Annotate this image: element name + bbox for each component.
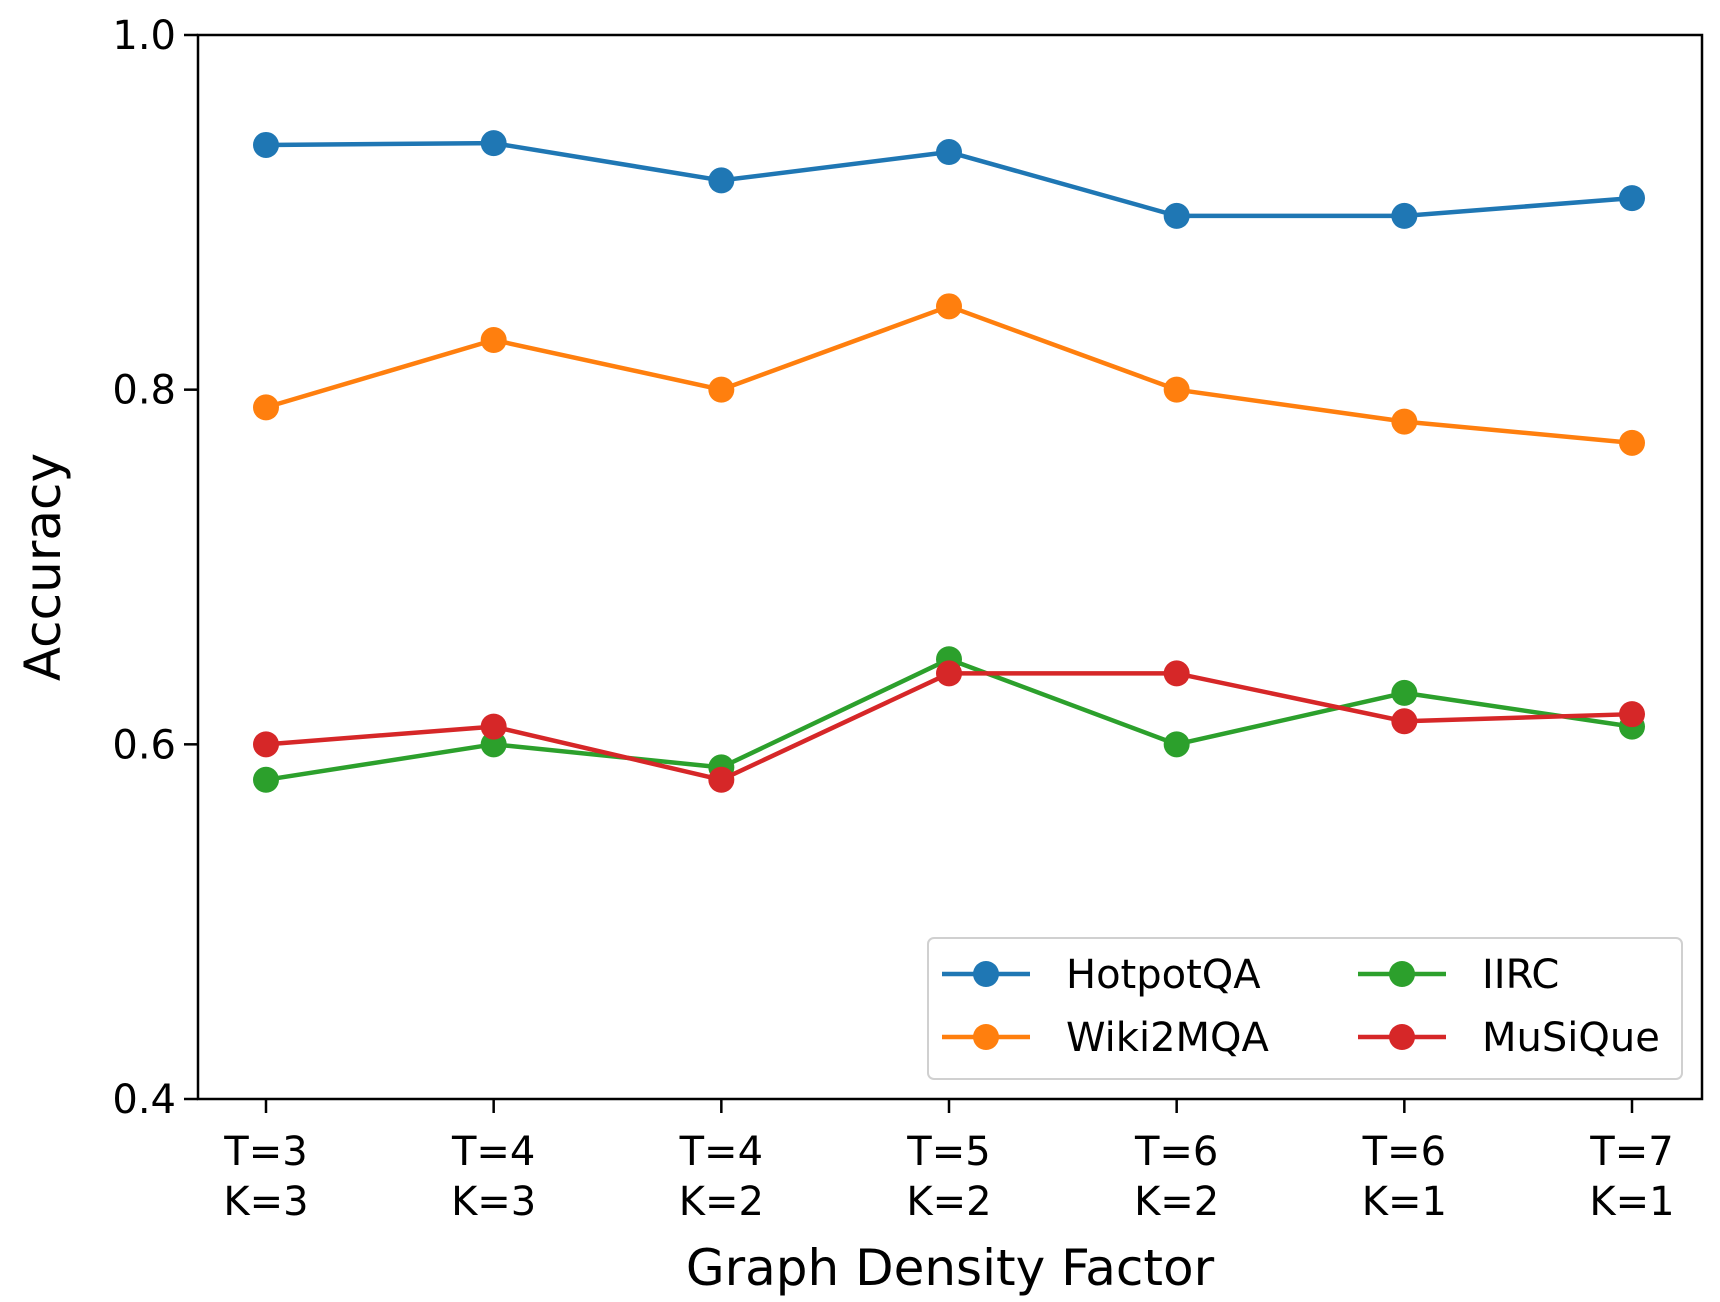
data-point-hotpotqa — [1163, 202, 1190, 229]
data-point-musique — [1619, 701, 1645, 728]
legend-item-hotpotqa: HotpotQA — [942, 952, 1261, 998]
x-tick-label: T=6 — [1134, 1129, 1218, 1175]
data-point-hotpotqa — [480, 130, 507, 157]
x-tick-label: K=3 — [223, 1179, 308, 1225]
legend: HotpotQA Wiki2MQA IIRC MuSiQue — [927, 937, 1683, 1080]
legend-swatch-marker — [973, 961, 999, 987]
series-hotpotqa — [253, 130, 1645, 229]
data-point-hotpotqa — [936, 139, 962, 166]
data-point-wiki2mqa — [1391, 408, 1418, 435]
x-axis-label: Graph Density Factor — [686, 1239, 1215, 1297]
x-tick-label: K=1 — [1362, 1179, 1447, 1225]
data-point-musique — [708, 766, 735, 793]
series-line-wiki2mqa — [265, 304, 1633, 446]
legend-label: Wiki2MQA — [1066, 1015, 1270, 1061]
x-tick-label: T=7 — [1589, 1129, 1673, 1175]
legend-swatch-marker — [973, 1024, 999, 1050]
legend-label: IIRC — [1482, 952, 1559, 998]
data-point-musique — [1391, 708, 1418, 735]
data-point-iirc — [1163, 731, 1190, 758]
data-point-musique — [1163, 660, 1190, 687]
data-point-wiki2mqa — [1619, 429, 1645, 456]
data-point-wiki2mqa — [1163, 376, 1190, 403]
legend-item-musique: MuSiQue — [1358, 1015, 1660, 1061]
data-point-hotpotqa — [708, 167, 735, 194]
data-point-wiki2mqa — [253, 394, 279, 421]
legend-label: HotpotQA — [1066, 952, 1261, 998]
x-tick-label: K=3 — [451, 1179, 536, 1225]
x-tick-label: T=5 — [906, 1129, 990, 1175]
series-musique — [253, 660, 1645, 793]
y-tick-label: 0.4 — [112, 1077, 176, 1123]
data-point-iirc — [1391, 679, 1418, 706]
x-tick-label: K=1 — [1589, 1179, 1674, 1225]
y-tick-label: 1.0 — [112, 13, 176, 59]
y-axis-label: Accuracy — [14, 453, 72, 681]
series-layer — [253, 130, 1645, 793]
data-point-musique — [936, 660, 962, 687]
legend-item-wiki2mqa: Wiki2MQA — [942, 1015, 1270, 1061]
legend-swatch-marker — [1389, 1024, 1415, 1050]
data-point-wiki2mqa — [708, 376, 735, 403]
data-point-musique — [253, 731, 279, 758]
data-point-iirc — [253, 766, 279, 793]
data-point-hotpotqa — [1619, 185, 1645, 212]
legend-label: MuSiQue — [1482, 1015, 1660, 1061]
x-tick-label: K=2 — [906, 1179, 991, 1225]
ticks-layer: 0.40.60.81.0T=3K=3T=4K=3T=4K=2T=5K=2T=6K… — [112, 13, 1674, 1225]
data-point-hotpotqa — [253, 131, 279, 158]
legend-item-iirc: IIRC — [1358, 952, 1559, 998]
x-tick-label: K=2 — [1134, 1179, 1219, 1225]
x-tick-label: T=4 — [679, 1129, 763, 1175]
x-tick-label: K=2 — [679, 1179, 764, 1225]
x-tick-label: T=6 — [1362, 1129, 1446, 1175]
y-tick-label: 0.6 — [112, 722, 176, 768]
series-wiki2mqa — [253, 293, 1645, 456]
legend-swatch-marker — [1389, 961, 1415, 987]
data-point-hotpotqa — [1391, 202, 1418, 229]
series-line-musique — [265, 671, 1633, 783]
x-tick-label: T=4 — [451, 1129, 535, 1175]
data-point-wiki2mqa — [936, 293, 962, 320]
legend-box — [927, 937, 1683, 1080]
y-tick-label: 0.8 — [112, 368, 176, 414]
data-point-musique — [480, 713, 507, 740]
data-point-wiki2mqa — [480, 327, 507, 354]
x-tick-label: T=3 — [223, 1129, 307, 1175]
